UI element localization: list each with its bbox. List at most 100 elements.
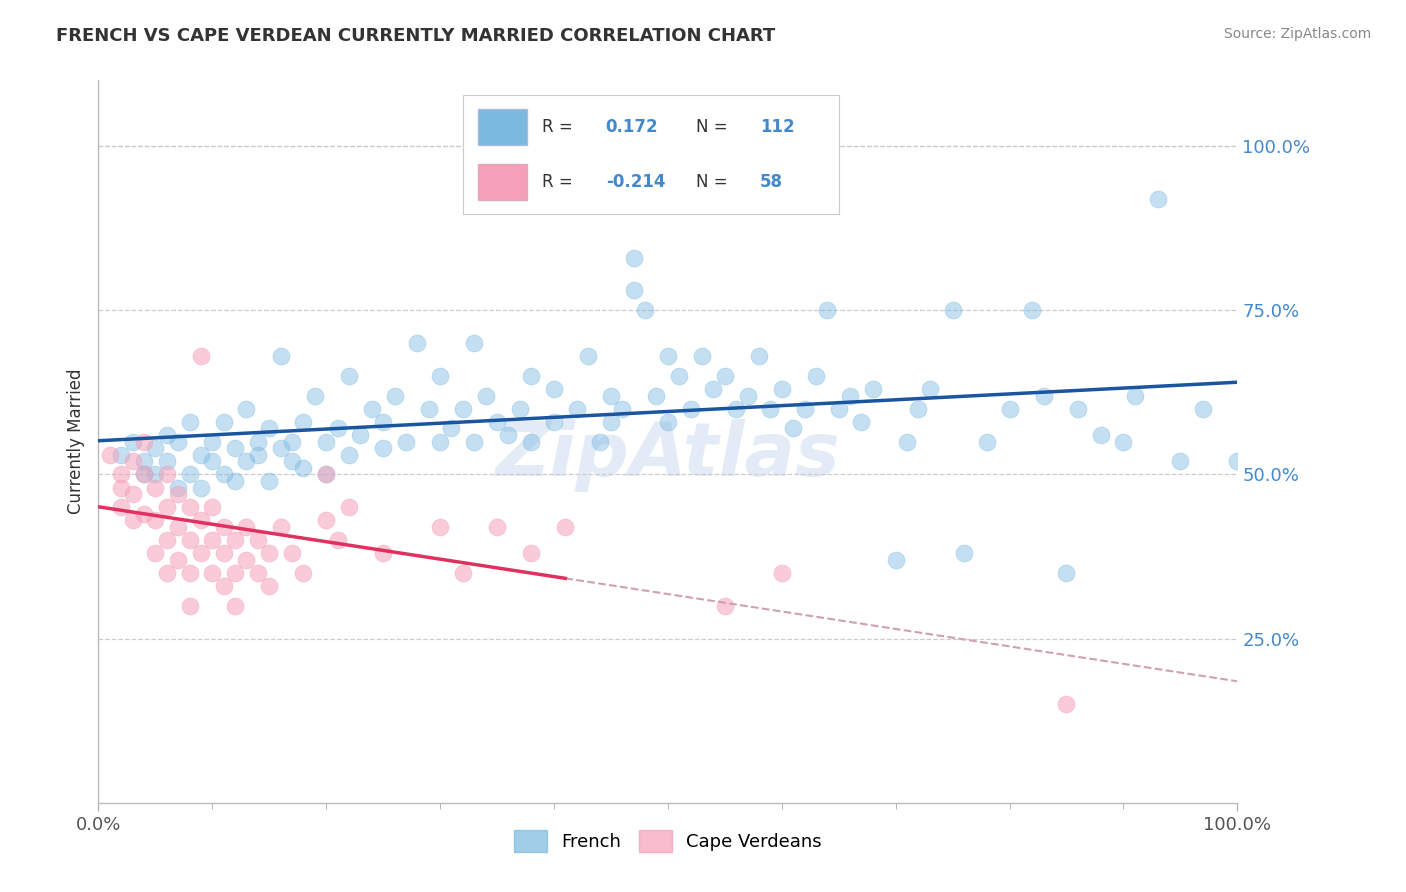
Point: [132, 507, 155, 521]
Point: [224, 533, 246, 547]
Point: [235, 401, 257, 416]
Point: [896, 434, 918, 449]
Point: [212, 520, 235, 534]
Point: [725, 401, 748, 416]
Point: [212, 579, 235, 593]
Point: [440, 421, 463, 435]
Point: [292, 460, 315, 475]
Point: [543, 415, 565, 429]
Point: [851, 415, 873, 429]
Point: [486, 415, 509, 429]
Point: [782, 421, 804, 435]
Point: [121, 454, 143, 468]
Point: [612, 401, 634, 416]
Point: [212, 546, 235, 560]
Point: [132, 454, 155, 468]
Point: [576, 349, 599, 363]
Point: [1226, 454, 1249, 468]
Point: [498, 428, 520, 442]
Point: [179, 533, 201, 547]
Point: [167, 520, 190, 534]
Point: [690, 349, 713, 363]
Point: [259, 474, 281, 488]
Point: [1054, 698, 1078, 712]
Point: [815, 303, 838, 318]
Point: [212, 467, 235, 482]
Point: [156, 467, 179, 482]
Point: [679, 401, 702, 416]
Point: [156, 454, 179, 468]
Point: [190, 546, 212, 560]
Point: [770, 566, 793, 580]
Point: [793, 401, 815, 416]
Point: [1067, 401, 1090, 416]
Text: FRENCH VS CAPE VERDEAN CURRENTLY MARRIED CORRELATION CHART: FRENCH VS CAPE VERDEAN CURRENTLY MARRIED…: [56, 27, 776, 45]
Point: [1146, 192, 1168, 206]
Point: [121, 487, 143, 501]
Point: [98, 448, 121, 462]
Point: [167, 553, 190, 567]
Text: Source: ZipAtlas.com: Source: ZipAtlas.com: [1223, 27, 1371, 41]
Point: [246, 448, 269, 462]
Point: [770, 382, 793, 396]
Point: [395, 434, 418, 449]
Point: [315, 513, 337, 527]
Point: [918, 382, 941, 396]
Point: [907, 401, 929, 416]
Point: [953, 546, 976, 560]
Point: [110, 448, 132, 462]
Point: [714, 599, 737, 613]
Point: [179, 599, 201, 613]
Point: [132, 434, 155, 449]
Point: [224, 441, 246, 455]
Point: [315, 434, 337, 449]
Point: [121, 513, 143, 527]
Point: [737, 388, 759, 402]
Point: [246, 434, 269, 449]
Point: [145, 467, 167, 482]
Point: [326, 421, 349, 435]
Point: [337, 368, 360, 383]
Point: [429, 434, 451, 449]
Point: [804, 368, 827, 383]
Point: [121, 434, 143, 449]
Point: [543, 382, 565, 396]
Point: [179, 500, 201, 515]
Point: [270, 349, 292, 363]
Point: [212, 415, 235, 429]
Point: [292, 415, 315, 429]
Point: [463, 336, 485, 351]
Point: [429, 368, 451, 383]
Point: [145, 546, 167, 560]
Text: ZipAtlas: ZipAtlas: [495, 419, 841, 492]
Point: [270, 520, 292, 534]
Point: [326, 533, 349, 547]
Point: [884, 553, 907, 567]
Point: [702, 382, 724, 396]
Point: [1192, 401, 1215, 416]
Point: [1112, 434, 1135, 449]
Point: [259, 579, 281, 593]
Point: [862, 382, 884, 396]
Point: [429, 520, 451, 534]
Point: [1054, 566, 1078, 580]
Point: [281, 546, 304, 560]
Point: [1032, 388, 1054, 402]
Point: [156, 566, 179, 580]
Point: [281, 454, 304, 468]
Point: [623, 284, 645, 298]
Point: [520, 546, 543, 560]
Point: [554, 520, 576, 534]
Legend: French, Cape Verdeans: French, Cape Verdeans: [508, 822, 828, 859]
Point: [315, 467, 337, 482]
Point: [384, 388, 406, 402]
Point: [337, 448, 360, 462]
Point: [292, 566, 315, 580]
Point: [190, 349, 212, 363]
Point: [486, 520, 509, 534]
Point: [224, 599, 246, 613]
Point: [190, 481, 212, 495]
Point: [337, 500, 360, 515]
Point: [418, 401, 440, 416]
Point: [1123, 388, 1146, 402]
